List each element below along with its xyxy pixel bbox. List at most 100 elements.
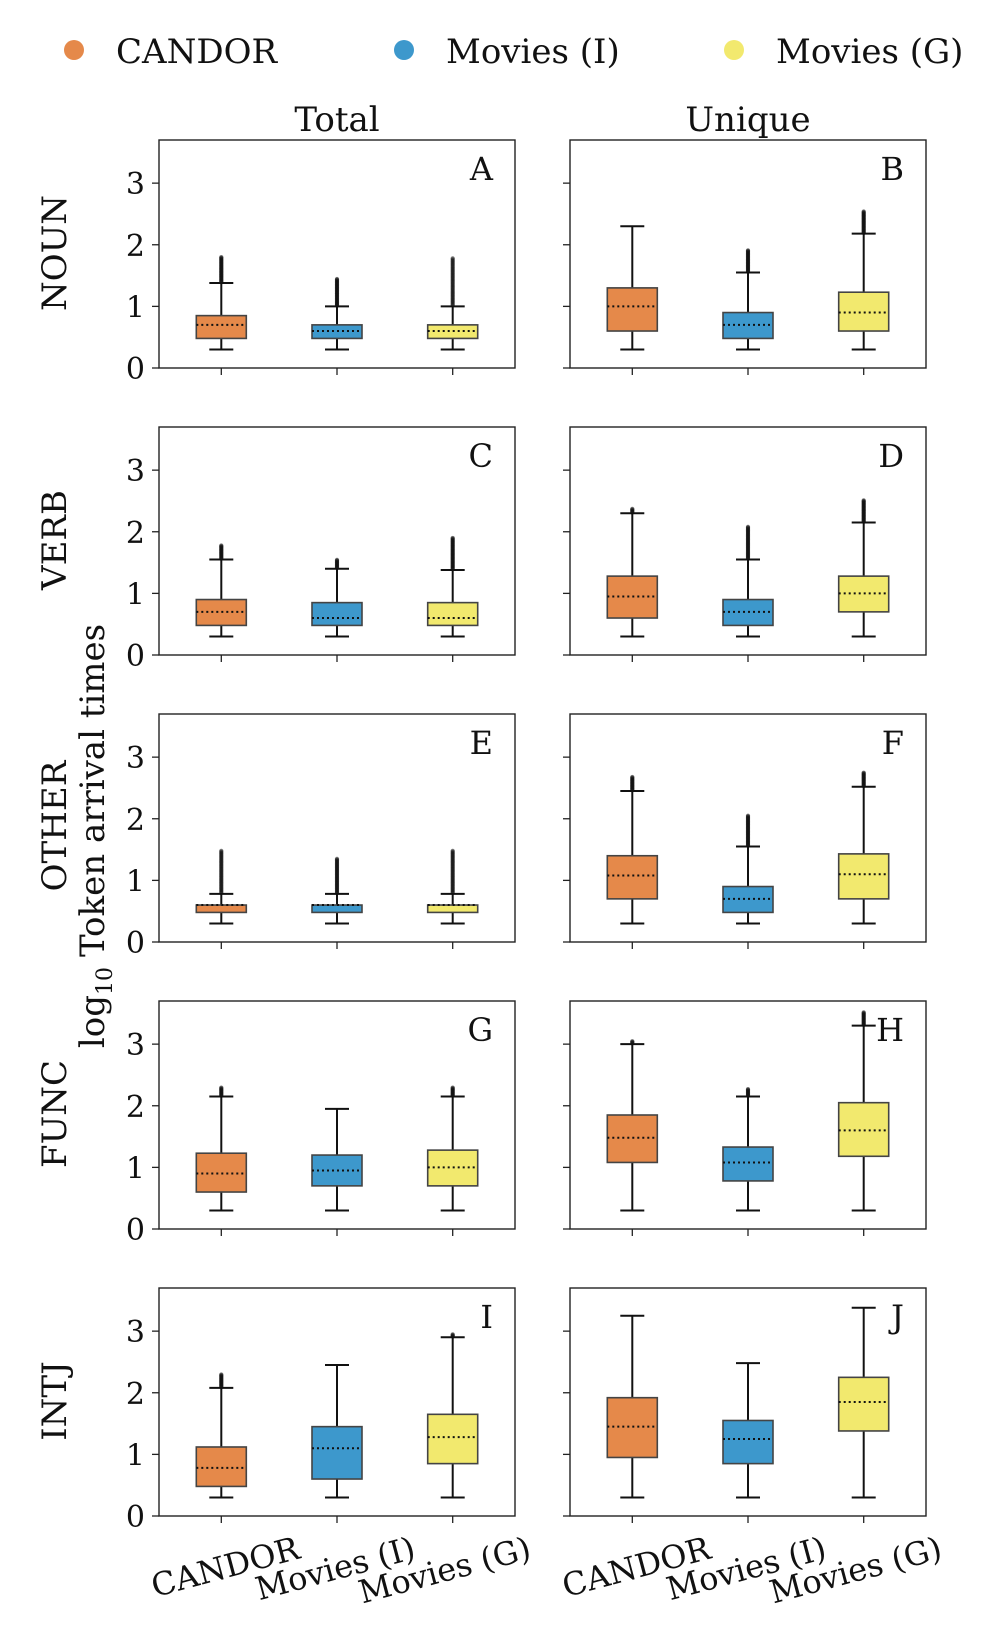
box-body (837, 1376, 890, 1432)
outlier (630, 774, 635, 780)
box-movies-i (722, 1362, 774, 1499)
panel-i: 0 1 2 3 I (126, 1287, 516, 1535)
outlier (861, 498, 866, 503)
box-movies-g (837, 209, 890, 351)
panel-letter: H (876, 1011, 904, 1049)
box-body (195, 314, 248, 340)
y-tick-label: 2 (126, 1090, 145, 1125)
outlier (219, 543, 224, 548)
outlier (219, 254, 224, 260)
box-candor (606, 506, 659, 638)
row-labels: NOUN VERB OTHER FUNC INTJ (35, 195, 75, 1441)
outlier (334, 557, 340, 562)
panel-a: 0 1 2 3 A (126, 139, 516, 387)
y-tick-label: 3 (126, 741, 145, 776)
box-movies-g (837, 498, 890, 638)
box-movies-i (311, 1364, 363, 1499)
outlier (450, 535, 455, 541)
y-tick-label: 0 (126, 352, 145, 387)
box-body (311, 904, 363, 914)
panel-letter: A (469, 150, 494, 188)
outlier (861, 770, 866, 775)
box-body (311, 601, 363, 627)
outlier (334, 856, 340, 861)
outlier (219, 848, 224, 853)
box-body (722, 1146, 774, 1182)
y-tick-label: 1 (126, 1151, 145, 1186)
outlier (745, 524, 751, 529)
panel-e: 0 1 2 3 E (126, 713, 516, 961)
box-candor (606, 774, 659, 925)
y-tick-label: 1 (126, 577, 145, 612)
outlier (219, 1372, 224, 1377)
y-tick-label: 1 (126, 1438, 145, 1473)
y-tick-label: 1 (126, 864, 145, 899)
y-tick-label: 0 (126, 1500, 145, 1535)
row-label-other: OTHER (35, 759, 75, 891)
y-tick-label: 2 (126, 1377, 145, 1412)
outlier (219, 1085, 224, 1090)
box-movies-i (311, 1107, 363, 1212)
box-body (426, 904, 479, 914)
box-movies-i (311, 557, 363, 638)
box-movies-i (722, 248, 774, 351)
panel-letter: D (878, 437, 904, 475)
outlier (861, 209, 866, 214)
outlier (745, 248, 751, 253)
box-body (606, 287, 659, 332)
y-tick-label: 2 (126, 803, 145, 838)
box-movies-g (426, 256, 479, 351)
box-candor (195, 543, 248, 638)
box-candor (195, 1085, 248, 1212)
box-movies-i (311, 856, 363, 925)
box-movies-g (426, 848, 479, 925)
box-body (426, 601, 479, 627)
svg-text:log10Token arrival times: log10 Token arrival times (73, 624, 118, 1048)
row-label-intj: INTJ (35, 1361, 75, 1441)
panel-f: F (563, 713, 927, 949)
y-tick-label: 3 (126, 1028, 145, 1063)
box-movies-g (426, 535, 479, 638)
panel-letter: J (888, 1298, 904, 1336)
legend-label-movies-g: Movies (G) (776, 32, 963, 72)
outlier (745, 813, 751, 818)
box-candor (606, 1039, 659, 1212)
y-axis-label-prefix: log (73, 995, 113, 1048)
legend-label-movies-i: Movies (I) (446, 32, 620, 72)
outlier (450, 1332, 455, 1337)
box-movies-g (426, 1085, 479, 1212)
outlier (450, 256, 455, 261)
outlier (630, 506, 635, 511)
box-movies-g (837, 1306, 890, 1499)
y-tick-label: 0 (126, 1213, 145, 1248)
box-candor (195, 1372, 248, 1499)
box-movies-i (722, 1087, 774, 1212)
column-title-total: Total (294, 100, 379, 140)
row-label-noun: NOUN (35, 195, 75, 311)
legend-marker-movies-i (394, 40, 414, 60)
panel-letter: F (882, 724, 904, 762)
outlier (450, 848, 455, 853)
column-title-unique: Unique (685, 100, 810, 140)
box-body (195, 1446, 248, 1488)
legend-label-candor: CANDOR (116, 32, 278, 72)
y-tick-label: 0 (126, 639, 145, 674)
panels: 0 1 2 3 A B 0 1 2 3 C D 0 1 2 3 E F 0 1 2 3 G H 0 1 2 3 I J (126, 139, 927, 1535)
y-axis-label-main: Token arrival times (73, 624, 113, 957)
box-movies-g (837, 770, 890, 925)
box-candor (195, 848, 248, 925)
legend: CANDOR Movies (I) Movies (G) (64, 32, 963, 72)
box-candor (606, 225, 659, 351)
box-candor (195, 254, 248, 351)
panel-j: J (563, 1287, 927, 1523)
row-label-verb: VERB (35, 490, 75, 591)
y-tick-label: 3 (126, 167, 145, 202)
panel-d: D (563, 426, 927, 662)
panel-h: H (563, 1000, 927, 1236)
outlier (861, 1010, 866, 1015)
box-body (606, 854, 659, 900)
box-movies-i (722, 813, 774, 925)
y-tick-label: 3 (126, 1315, 145, 1350)
legend-marker-candor (64, 40, 84, 60)
